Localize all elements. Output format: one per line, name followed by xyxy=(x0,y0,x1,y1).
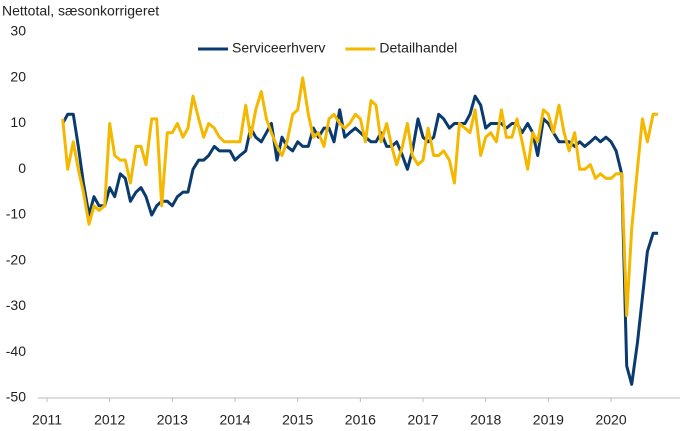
y-tick-label: 20 xyxy=(10,68,26,84)
series-line xyxy=(61,94,659,386)
x-tick-label: 2011 xyxy=(32,412,62,428)
y-tick-label: -10 xyxy=(6,206,26,222)
x-tick-label: 2019 xyxy=(533,412,564,428)
x-tick-label: 2016 xyxy=(345,412,376,428)
y-tick-label: 0 xyxy=(18,160,26,176)
series-line xyxy=(61,76,659,318)
y-tick-label: -20 xyxy=(6,251,26,267)
x-tick-label: 2013 xyxy=(157,412,188,428)
y-tick-label: -30 xyxy=(6,297,26,313)
x-tick-label: 2018 xyxy=(470,412,501,428)
x-tick-label: 2014 xyxy=(219,412,250,428)
y-tick-label: -40 xyxy=(6,343,26,359)
y-tick-label: 30 xyxy=(10,23,26,39)
x-tick-label: 2015 xyxy=(282,412,313,428)
x-tick-label: 2017 xyxy=(407,412,438,428)
y-tick-label: 10 xyxy=(10,114,26,130)
x-tick-label: 2020 xyxy=(595,412,626,428)
y-axis-label: Nettotal, sæsonkorrigeret xyxy=(2,3,159,19)
x-tick-label: 2012 xyxy=(94,412,125,428)
legend-label: Serviceerhverv xyxy=(232,40,325,56)
y-tick-label: -50 xyxy=(6,389,26,405)
legend-label: Detailhandel xyxy=(379,40,457,56)
